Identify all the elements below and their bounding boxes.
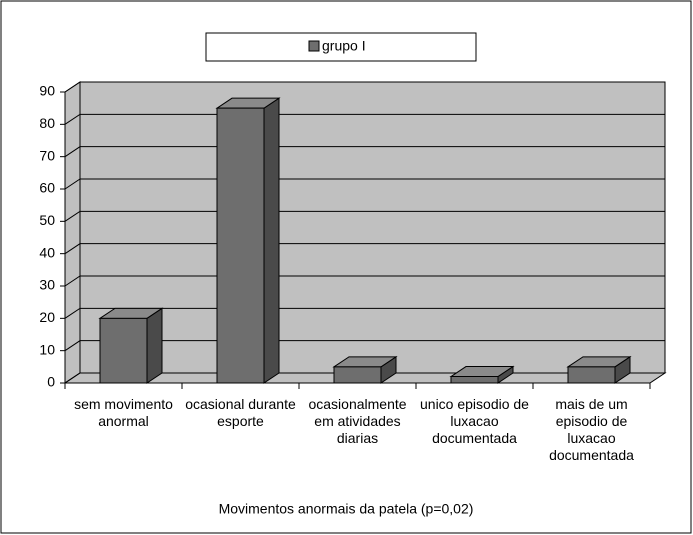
x-tick-label: sem movimento anormal [74,396,173,429]
y-tick-label: 40 [39,244,55,260]
back-wall [79,81,666,374]
bar [215,97,281,384]
bar-side [263,97,280,384]
bar-side [146,307,163,384]
bar [566,355,632,384]
x-tick-label: ocasionalmente em atividades diarias [308,396,407,446]
bar [98,307,164,384]
legend-label: grupo I [322,38,366,54]
grid-line [64,210,665,222]
y-tick-label: 80 [39,115,55,131]
y-tick-label: 60 [39,180,55,196]
grid-line [64,113,665,125]
legend-swatch [308,40,320,52]
y-tick-label: 50 [39,212,55,228]
y-tick-label: 20 [39,309,55,325]
grid-line [64,81,665,93]
side-wall [64,81,81,384]
bar-front [216,107,265,384]
y-tick-label: 70 [39,147,55,163]
bar-front [567,366,616,384]
x-tick-label: ocasional durante esporte [185,396,296,429]
bar-front [450,376,499,384]
chart-title: Movimentos anormais da patela (p=0,02) [219,501,474,517]
grid-line [64,146,665,158]
y-tick-label: 10 [39,341,55,357]
bar-front [333,366,382,384]
y-tick-label: 30 [39,277,55,293]
legend-box [205,32,477,62]
grid-line [64,340,665,352]
bar [332,355,398,384]
y-tick-label: 0 [47,374,55,390]
grid-line [64,243,665,255]
bar-front [99,317,148,384]
grid-line [64,178,665,190]
grid-line [64,275,665,287]
x-tick-label: unico episodio de luxacao documentada [420,396,529,446]
grid-line [64,307,665,319]
bar [449,365,515,384]
x-tick-label: mais de um episodio de luxacao documenta… [549,396,634,463]
y-tick-label: 90 [39,83,55,99]
